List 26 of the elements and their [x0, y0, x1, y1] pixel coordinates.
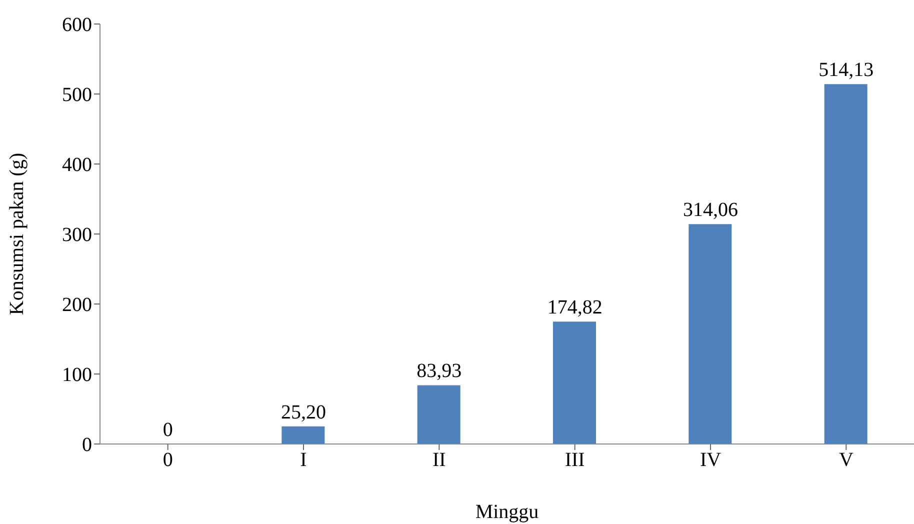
data-label: 0 [162, 419, 173, 441]
y-tick-label: 400 [62, 154, 92, 176]
data-label: 25,20 [281, 401, 326, 424]
y-tick-label: 600 [62, 14, 92, 36]
y-tick-label: 200 [62, 294, 92, 316]
y-axis-title: Konsumsi pakan (g) [6, 152, 28, 316]
bar [553, 322, 596, 444]
x-tick-label: 0 [162, 449, 173, 472]
bar [282, 426, 325, 444]
y-tick-label: 300 [62, 224, 92, 246]
bar [688, 224, 732, 444]
y-tick-label: 0 [82, 434, 92, 456]
bar [417, 385, 460, 444]
x-tick-label: I [300, 449, 307, 472]
bar [824, 84, 868, 444]
y-tick-label: 500 [62, 84, 92, 106]
x-tick-label: II [432, 449, 446, 472]
x-axis-title: Minggu [475, 501, 539, 523]
data-label: 514,13 [818, 59, 874, 82]
data-label: 314,06 [683, 199, 738, 222]
x-tick-label: V [838, 449, 854, 472]
data-label: 83,93 [416, 360, 462, 382]
y-tick-label: 100 [62, 364, 92, 386]
data-label: 174,82 [547, 296, 602, 319]
x-tick-label: III [564, 449, 585, 472]
x-tick-label: IV [700, 449, 722, 472]
